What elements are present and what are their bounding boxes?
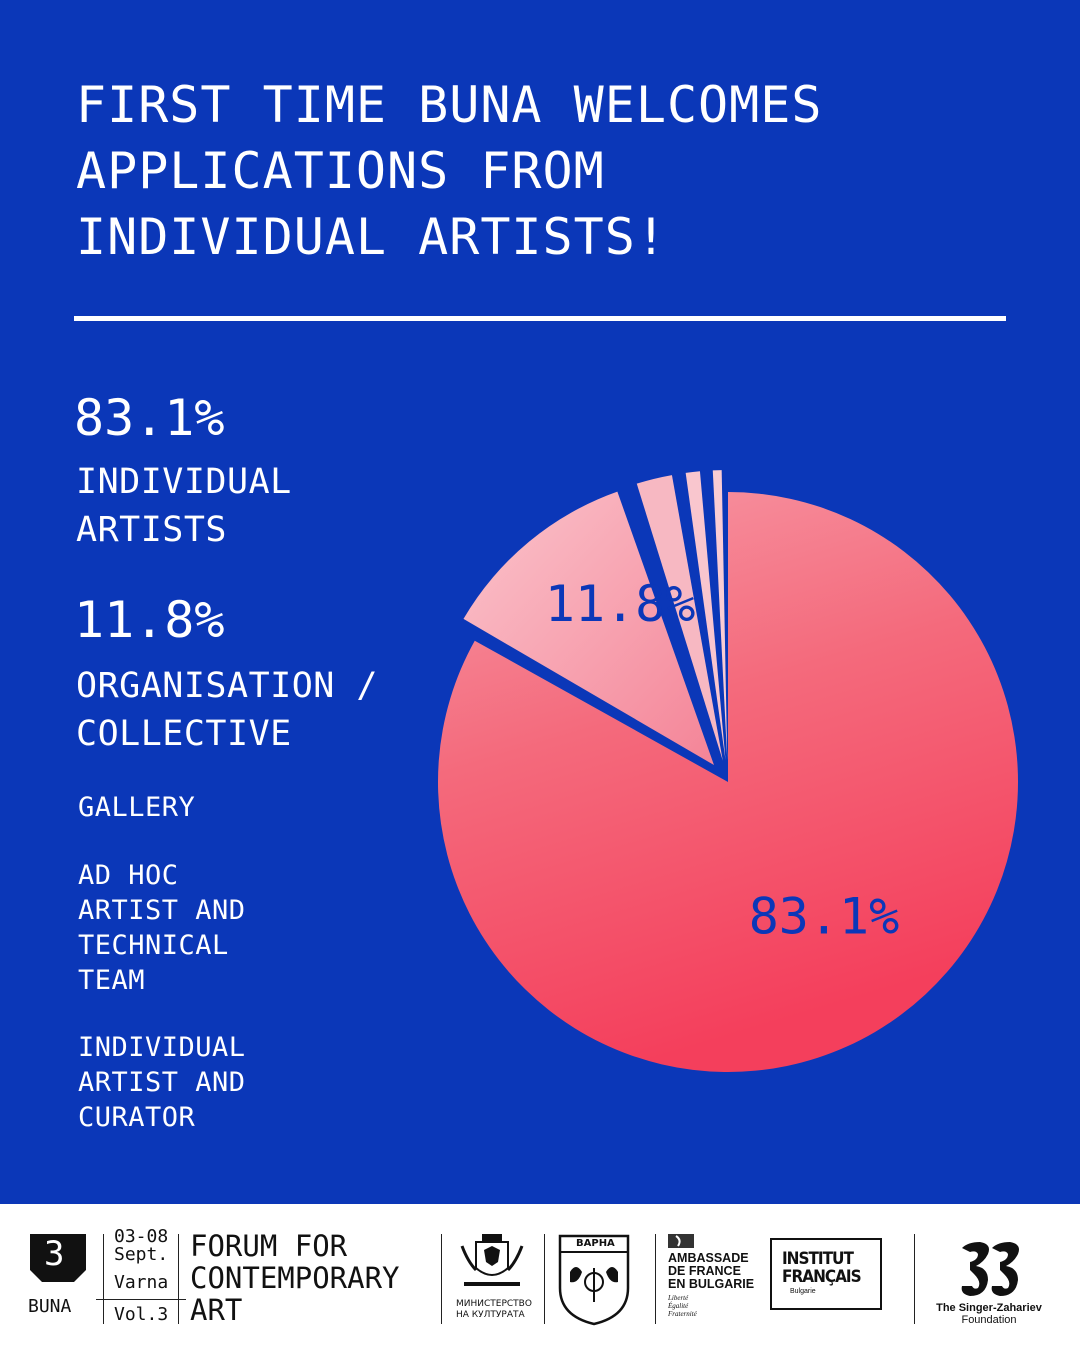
varna-crest-icon	[558, 1234, 630, 1326]
foundation-line: The Singer-Zahariev	[936, 1302, 1042, 1314]
pie-chart: 83.1% 11.8%	[438, 470, 1018, 1072]
forum-line: CONTEMPORARY	[190, 1261, 400, 1295]
french-republic-icon	[668, 1234, 694, 1248]
stat-individual-percent: 83.1%	[74, 389, 225, 447]
institut-country: Bulgarie	[790, 1288, 816, 1295]
embassy-line: EN BULGARIE	[668, 1277, 755, 1291]
divider	[655, 1234, 656, 1324]
category-artist-curator: INDIVIDUAL ARTIST AND CURATOR	[78, 1030, 246, 1135]
divider	[544, 1234, 545, 1324]
label-line: CURATOR	[78, 1102, 196, 1133]
slice-label-organisation: 11.8%	[545, 575, 696, 633]
forum-line: ART	[190, 1293, 243, 1327]
label-line: TECHNICAL	[78, 930, 229, 961]
embassy-line: DE FRANCE	[668, 1264, 741, 1278]
headline-line: INDIVIDUAL ARTISTS!	[76, 208, 667, 266]
motto-line: Égalité	[668, 1302, 689, 1310]
ministry-line: МИНИСТЕРСТВО	[456, 1299, 532, 1309]
motto-line: Fraternité	[668, 1310, 697, 1318]
label-line: ARTIST AND	[78, 1067, 246, 1098]
label-line: ARTIST AND	[78, 895, 246, 926]
stat-individual-label: INDIVIDUAL ARTISTS	[76, 458, 292, 554]
ministry-line: НА КУЛТУРАТА	[456, 1310, 525, 1320]
divider	[914, 1234, 915, 1324]
embassy-line: AMBASSADE	[668, 1251, 749, 1265]
forum-line: FORUM FOR	[190, 1229, 348, 1263]
headline-line: FIRST TIME BUNA WELCOMES	[76, 76, 823, 134]
stat-organisation-label: ORGANISATION / COLLECTIVE	[76, 662, 378, 758]
label-line: GALLERY	[78, 792, 196, 823]
slice-organisation-collective	[463, 491, 714, 766]
embassy-name: AMBASSADE DE FRANCE EN BULGARIE	[668, 1252, 754, 1291]
forum-title: FORUM FOR CONTEMPORARY ART	[190, 1230, 400, 1326]
ministry-crest-icon	[460, 1234, 524, 1286]
institut-name: INSTITUT FRANÇAIS	[782, 1249, 862, 1287]
slice-gallery	[636, 475, 723, 761]
label-line: ORGANISATION /	[76, 666, 379, 706]
foundation-line: Foundation	[961, 1314, 1017, 1326]
label-line: INDIVIDUAL	[76, 462, 292, 502]
divider	[441, 1234, 442, 1324]
foundation-name: The Singer-Zahariev Foundation	[932, 1302, 1046, 1326]
institut-francais-logo	[770, 1238, 882, 1310]
logo-name: BUNA	[28, 1296, 72, 1317]
event-dates: 03-08	[114, 1226, 169, 1247]
singer-zahariev-logo-icon	[961, 1242, 1019, 1296]
buna-logo-icon	[30, 1234, 86, 1282]
embassy-motto: Liberté Égalité Fraternité	[668, 1294, 697, 1318]
label-line: TEAM	[78, 965, 146, 996]
institut-line: FRANÇAIS	[782, 1267, 862, 1287]
label-line: AD HOC	[78, 860, 179, 891]
label-line: ARTISTS	[76, 510, 228, 550]
footer: 3 BUNA 03-08 Sept. Varna Vol.3 FORUM FOR…	[0, 1204, 1080, 1350]
divider	[96, 1299, 186, 1300]
event-volume: Vol.3	[114, 1304, 169, 1325]
slice-label-individual: 83.1%	[749, 887, 900, 945]
stat-organisation-percent: 11.8%	[74, 591, 225, 649]
headline: FIRST TIME BUNA WELCOMES APPLICATIONS FR…	[76, 72, 1036, 270]
category-ad-hoc-team: AD HOC ARTIST AND TECHNICAL TEAM	[78, 858, 246, 998]
divider	[103, 1234, 104, 1324]
divider	[74, 316, 1006, 321]
slice-ad-hoc-team	[685, 471, 726, 761]
event-month: Sept.	[114, 1244, 169, 1265]
varna-crest-text: ВАРНА	[576, 1238, 615, 1249]
motto-line: Liberté	[668, 1294, 689, 1302]
event-city: Varna	[114, 1272, 169, 1293]
slice-artist-curator	[712, 470, 728, 761]
label-line: COLLECTIVE	[76, 714, 292, 754]
label-line: INDIVIDUAL	[78, 1032, 246, 1063]
headline-line: APPLICATIONS FROM	[76, 142, 605, 200]
institut-line: INSTITUT	[782, 1249, 854, 1269]
slice-individual-artists	[438, 492, 1018, 1072]
logo-number: 3	[44, 1234, 65, 1274]
category-gallery: GALLERY	[78, 790, 195, 825]
ministry-name: МИНИСТЕРСТВО НА КУЛТУРАТА	[456, 1299, 532, 1321]
divider	[178, 1234, 179, 1324]
